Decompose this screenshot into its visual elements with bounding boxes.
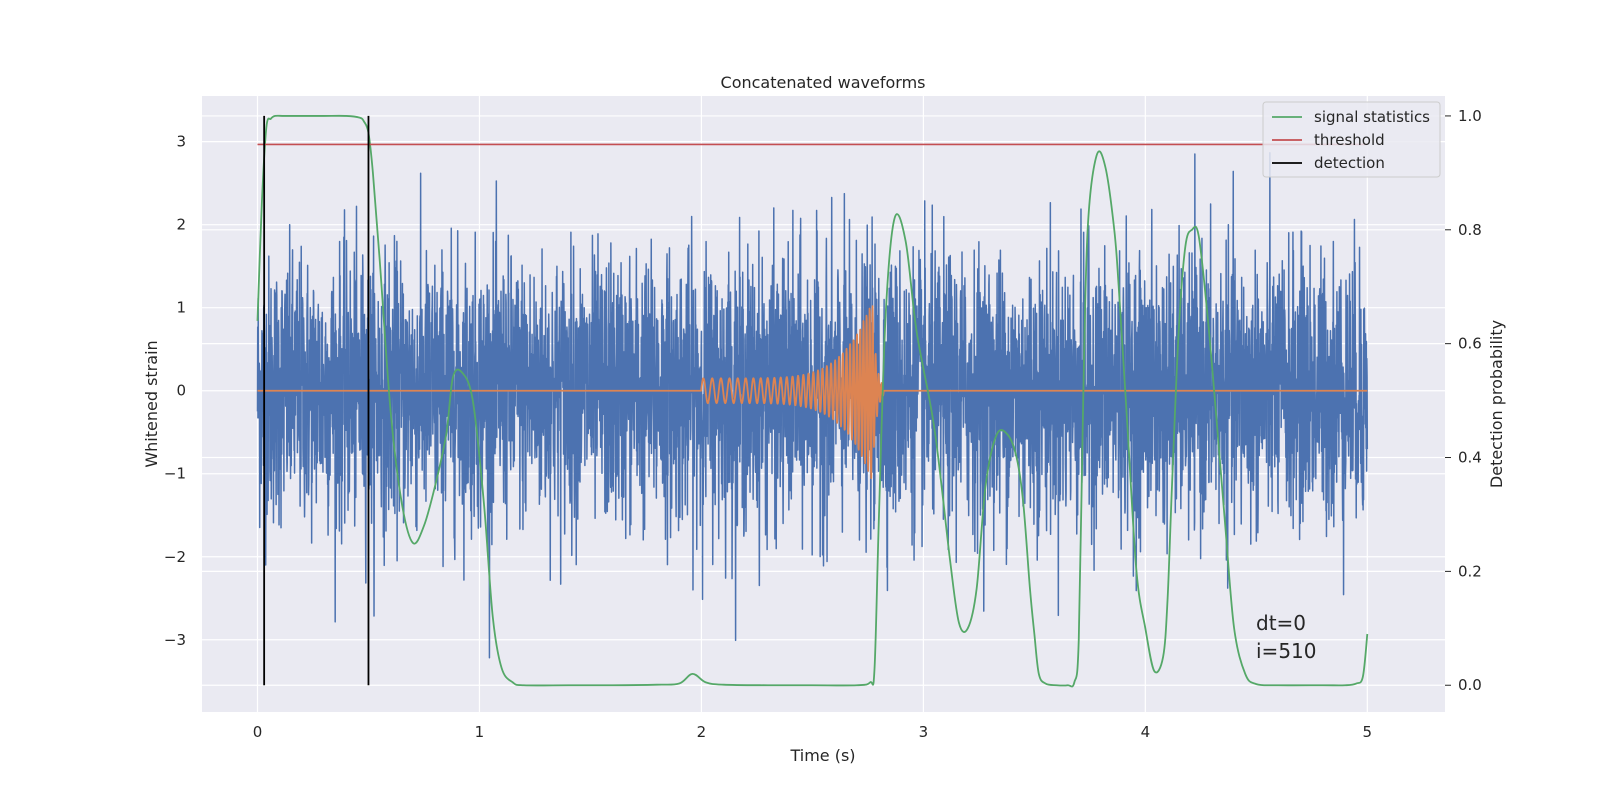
legend: signal statistics threshold detection [1262,101,1441,178]
legend-box [1262,101,1441,178]
y-left-tick-label: 2 [176,216,186,234]
y-right-tick-label: 0.4 [1458,449,1482,467]
x-tick-label: 2 [697,723,707,741]
y-left-tick-label: −1 [164,465,186,483]
annotation-dt: dt=0 [1256,611,1306,635]
legend-label-signal-statistics: signal statistics [1314,108,1430,126]
x-tick-label: 1 [475,723,485,741]
chart-title: Concatenated waveforms [721,73,926,92]
ticks: 0 1 2 3 4 5 −3 −2 −1 0 1 2 3 0.0 0.2 0.4 0.6 0.8 1.0 [164,107,1482,741]
series-signal-statistics [256,114,1369,688]
y-left-tick-label: 3 [176,133,186,151]
y-right-tick-label: 1.0 [1458,107,1482,125]
x-tick-label: 0 [253,723,263,741]
y-left-tick-label: 0 [176,382,186,400]
y-left-tick-label: −2 [164,548,186,566]
legend-label-threshold: threshold [1314,131,1385,149]
series-layer [256,114,1369,688]
legend-label-detection: detection [1314,154,1385,172]
series-chirp [256,305,1368,480]
y-left-tick-label: −3 [164,631,186,649]
y-right-tick-label: 0.6 [1458,335,1482,353]
annotation-index: i=510 [1256,639,1317,663]
x-axis-label: Time (s) [789,746,855,765]
y-right-tick-label: 0.8 [1458,221,1482,239]
y-right-tick-label: 0.0 [1458,676,1482,694]
y-axis-label-left: Whitened strain [142,340,161,467]
x-tick-label: 3 [919,723,929,741]
x-tick-label: 4 [1141,723,1151,741]
y-axis-label-right: Detection probability [1487,320,1506,488]
x-tick-label: 5 [1363,723,1373,741]
y-left-tick-label: 1 [176,299,186,317]
y-right-tick-label: 0.2 [1458,562,1482,580]
